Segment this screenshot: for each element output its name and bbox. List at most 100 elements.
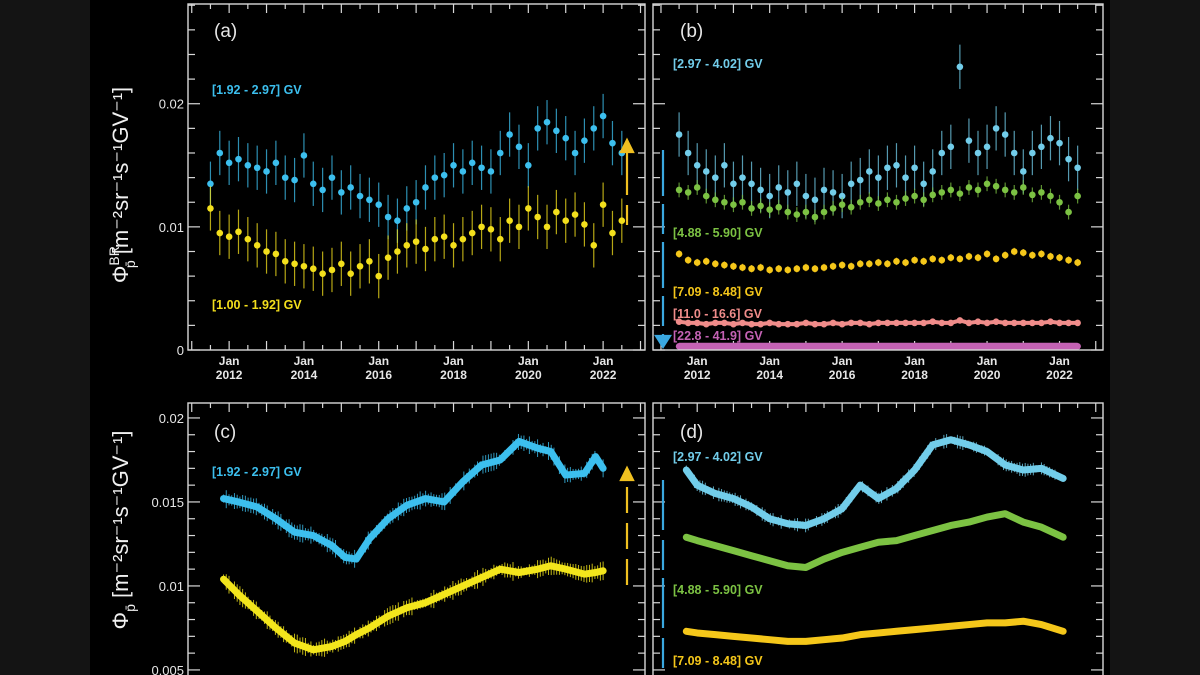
data-point xyxy=(1019,249,1027,257)
data-point xyxy=(459,235,467,243)
data-point xyxy=(748,180,755,188)
data-point xyxy=(431,235,439,243)
plot-frame xyxy=(652,402,1104,675)
data-point xyxy=(712,319,719,327)
data-point xyxy=(1074,192,1081,200)
series-line xyxy=(220,437,607,563)
panel-c: 0.005 0.01 0.015 0.02 xyxy=(151,402,646,675)
data-point xyxy=(207,205,214,212)
x-tick-label-month: Jan xyxy=(518,354,539,368)
x-tick-label-year: 2022 xyxy=(590,368,617,382)
x-tick-label-month: Jan xyxy=(294,354,315,368)
data-point xyxy=(820,186,828,194)
data-point xyxy=(319,270,326,277)
x-tick-label-year: 2014 xyxy=(756,368,783,382)
data-point xyxy=(235,155,242,163)
data-point xyxy=(356,192,364,200)
data-point xyxy=(784,320,792,328)
data-point xyxy=(766,343,773,350)
data-point xyxy=(992,255,1000,263)
data-point xyxy=(757,202,764,210)
data-point xyxy=(300,152,308,159)
data-point xyxy=(748,205,755,212)
data-point xyxy=(702,192,710,200)
data-point xyxy=(866,196,873,204)
data-point xyxy=(766,266,773,274)
data-point xyxy=(902,343,909,350)
data-point xyxy=(721,162,728,169)
data-point xyxy=(802,319,810,327)
series-label-d-yellow: [7.09 - 8.48] GV xyxy=(673,654,763,668)
data-point xyxy=(974,318,982,325)
data-point xyxy=(838,201,846,209)
panel-label-c: (c) xyxy=(214,422,236,443)
data-point xyxy=(1074,164,1081,172)
series-label-d-green: [4.88 - 5.90] GV xyxy=(673,583,763,597)
data-point xyxy=(757,264,764,271)
data-point xyxy=(884,319,891,327)
x-tick-label-month: Jan xyxy=(832,354,853,368)
data-point xyxy=(775,203,783,211)
data-point xyxy=(838,320,846,328)
data-point xyxy=(319,186,326,194)
series-label-b-pink: [11.0 - 16.6] GV xyxy=(673,307,763,321)
data-point xyxy=(766,192,773,200)
data-point xyxy=(811,265,819,273)
data-point xyxy=(702,258,710,265)
data-point xyxy=(1056,139,1063,147)
series--1.00-1.92- xyxy=(207,182,626,299)
data-point xyxy=(487,226,495,233)
plot-frame xyxy=(187,402,646,675)
data-point xyxy=(920,196,927,204)
data-point xyxy=(875,319,882,327)
data-point xyxy=(347,184,354,191)
data-point xyxy=(693,162,701,169)
data-point xyxy=(739,198,746,206)
data-point xyxy=(974,186,982,194)
rigidity-arrow-down-b xyxy=(653,150,673,350)
y-tick-label: 0.02 xyxy=(159,97,184,112)
data-point xyxy=(974,343,982,350)
data-point xyxy=(875,343,882,350)
data-point xyxy=(403,205,411,212)
plot-area xyxy=(188,4,645,350)
data-point xyxy=(244,235,252,243)
data-point xyxy=(1047,318,1054,325)
data-point xyxy=(992,343,1000,350)
data-point xyxy=(866,260,873,268)
data-point xyxy=(328,266,336,274)
data-point xyxy=(829,262,837,270)
data-point xyxy=(1038,319,1045,327)
data-point xyxy=(856,319,864,327)
data-point xyxy=(902,319,909,327)
panel-d xyxy=(652,402,1104,675)
data-point xyxy=(775,343,783,350)
series-label-b-cyan: [2.97 - 4.02] GV xyxy=(673,57,763,71)
data-point xyxy=(893,343,900,350)
x-tick-label-year: 2012 xyxy=(684,368,711,382)
x-tick-label-month: Jan xyxy=(219,354,240,368)
x-tick-label-month: Jan xyxy=(759,354,780,368)
data-point xyxy=(956,343,964,350)
data-point xyxy=(1065,319,1072,327)
panel-a: 00.010.02Jan2012Jan2014Jan2016Jan2018Jan… xyxy=(159,3,646,382)
data-point xyxy=(956,190,964,197)
rigidity-arrow-up-a xyxy=(619,137,635,225)
data-point xyxy=(403,242,411,249)
y-axis-title-bottom: Φp̄ [m⁻²sr⁻¹s⁻¹GV⁻¹] xyxy=(108,431,138,630)
data-point xyxy=(562,134,570,142)
panel-label-b: (b) xyxy=(680,21,703,42)
data-point xyxy=(929,318,937,325)
series-label-c-cyan: [1.92 - 2.97] GV xyxy=(212,465,302,479)
data-point xyxy=(866,343,873,350)
data-point xyxy=(893,319,900,327)
data-point xyxy=(965,184,973,191)
data-point xyxy=(431,174,439,181)
data-point xyxy=(983,180,991,188)
data-point xyxy=(838,192,846,200)
data-point xyxy=(730,343,737,350)
data-point xyxy=(793,343,801,350)
data-point xyxy=(938,319,946,327)
data-point xyxy=(675,186,683,194)
